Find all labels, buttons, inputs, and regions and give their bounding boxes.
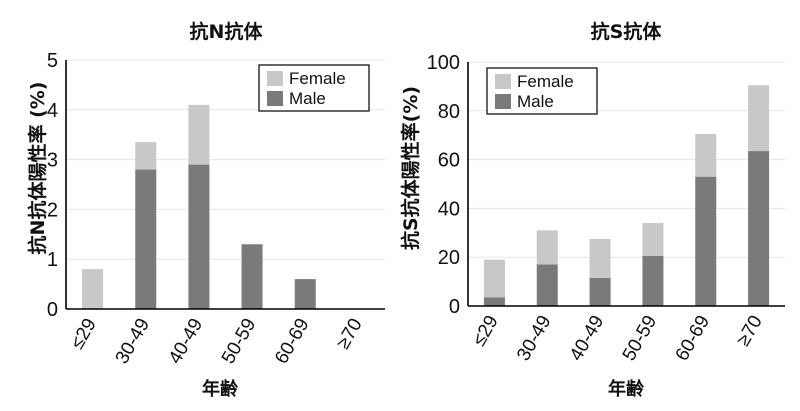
bars bbox=[82, 104, 316, 309]
x-tick-label: 40-49 bbox=[165, 315, 207, 368]
bar-female bbox=[748, 85, 770, 152]
legend-label-female: Female bbox=[289, 69, 346, 88]
bar-male bbox=[483, 297, 505, 306]
bar-female bbox=[536, 230, 558, 265]
x-tick-label: 60-69 bbox=[271, 315, 313, 368]
x-tick-label: ≤29 bbox=[469, 312, 503, 350]
bar-male bbox=[748, 151, 770, 306]
chart-anti-s: 抗S抗体 抗S抗体陽性率(%) 年齢 0 20 40 60 80 100 ≤29 30-49 4… bbox=[399, 20, 785, 400]
y-tick-label: 3 bbox=[47, 150, 58, 172]
y-tick-label: 4 bbox=[47, 100, 58, 122]
legend-swatch-female bbox=[495, 74, 511, 89]
chart-title: 抗S抗体 bbox=[591, 20, 663, 43]
bar-female bbox=[589, 238, 611, 278]
y-tick-label: 40 bbox=[438, 198, 460, 220]
bar-female bbox=[642, 223, 664, 256]
y-tick-label: 5 bbox=[47, 50, 58, 72]
x-tick-label: ≥70 bbox=[733, 312, 767, 350]
legend-swatch-male bbox=[267, 91, 283, 106]
x-tick-label: ≥70 bbox=[333, 315, 367, 353]
bar-male bbox=[241, 244, 263, 309]
y-axis-label: 抗S抗体陽性率(%) bbox=[399, 86, 422, 250]
y-tick-label: 60 bbox=[438, 150, 460, 172]
x-axis-label: 年齢 bbox=[202, 378, 239, 400]
bar-female bbox=[188, 104, 210, 165]
bar-male bbox=[642, 255, 664, 306]
bar-female bbox=[82, 269, 104, 309]
y-tick-label: 0 bbox=[449, 296, 460, 318]
bar-female bbox=[695, 133, 717, 177]
bar-male bbox=[188, 164, 210, 309]
x-axis-label: 年齢 bbox=[608, 378, 645, 400]
bar-female bbox=[135, 142, 157, 170]
x-tick-label: 40-49 bbox=[566, 312, 608, 365]
x-tick-label: 50-59 bbox=[218, 315, 260, 368]
y-tick-label: 2 bbox=[47, 199, 58, 221]
bar-male bbox=[589, 277, 611, 306]
chart-title: 抗N抗体 bbox=[190, 20, 264, 43]
x-tick-label: 30-49 bbox=[112, 315, 154, 368]
legend-label-male: Male bbox=[517, 92, 554, 111]
bar-male bbox=[536, 264, 558, 306]
y-tick-label: 0 bbox=[47, 299, 58, 321]
legend-swatch-female bbox=[267, 71, 283, 86]
bar-male bbox=[695, 176, 717, 306]
bar-male bbox=[135, 169, 157, 309]
chart-anti-n: 抗N抗体 抗N抗体陽性率 (%) 年齢 0 1 2 3 4 5 ≤29 30-49 40-49 5… bbox=[26, 20, 385, 400]
y-axis-label: 抗N抗体陽性率 (%) bbox=[26, 82, 49, 255]
bar-female bbox=[483, 259, 505, 298]
axes bbox=[467, 62, 785, 307]
y-tick-label: 80 bbox=[438, 101, 460, 123]
legend-swatch-male bbox=[495, 94, 511, 109]
bar-male bbox=[294, 279, 316, 309]
y-tick-label: 1 bbox=[47, 249, 58, 271]
x-tick-label: 50-59 bbox=[619, 312, 661, 365]
x-tick-label: 30-49 bbox=[513, 312, 555, 365]
x-tick-label: ≤29 bbox=[67, 315, 101, 353]
bars bbox=[483, 85, 770, 306]
y-tick-label: 20 bbox=[438, 247, 460, 269]
axes bbox=[65, 60, 385, 310]
y-tick-label: 100 bbox=[427, 52, 460, 74]
legend-label-male: Male bbox=[289, 89, 326, 108]
legend-label-female: Female bbox=[517, 72, 574, 91]
x-tick-label: 60-69 bbox=[672, 312, 714, 365]
